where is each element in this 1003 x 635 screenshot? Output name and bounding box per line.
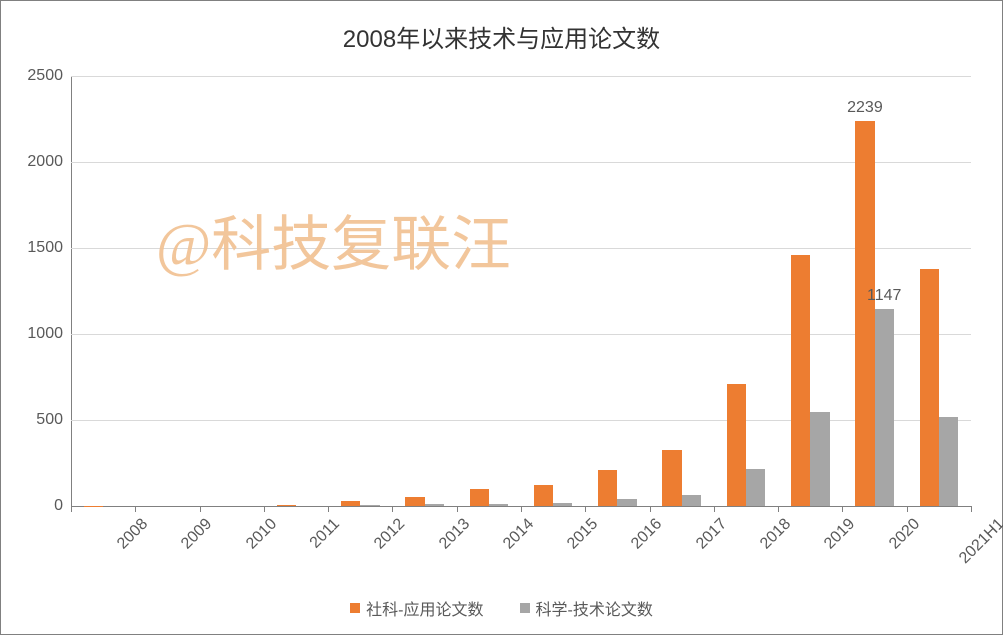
bar [405, 497, 424, 506]
x-tick-label: 2017 [693, 514, 732, 553]
x-tick-label: 2018 [757, 514, 796, 553]
legend-label: 社科-应用论文数 [366, 602, 483, 619]
x-tick [521, 506, 522, 512]
x-tick [264, 506, 265, 512]
bar [489, 504, 508, 506]
x-tick [135, 506, 136, 512]
bar [470, 489, 489, 506]
x-tick [778, 506, 779, 512]
bar [598, 470, 617, 506]
legend: 社科-应用论文数 科学-技术论文数 [1, 596, 1002, 620]
bar [875, 309, 894, 506]
legend-item: 科学-技术论文数 [520, 596, 653, 620]
y-tick-label: 1000 [27, 325, 71, 343]
bar [791, 255, 810, 506]
y-tick-label: 0 [54, 497, 71, 515]
bar [810, 412, 829, 506]
y-tick-label: 1500 [27, 239, 71, 257]
x-tick [71, 506, 72, 512]
x-tick-label: 2013 [436, 514, 475, 553]
y-tick-label: 500 [36, 411, 71, 429]
bar [360, 505, 379, 506]
bar [855, 121, 874, 506]
x-tick [842, 506, 843, 512]
y-tick-label: 2000 [27, 153, 71, 171]
chart-title: 2008年以来技术与应用论文数 [1, 1, 1002, 54]
bar [617, 499, 636, 506]
x-tick-label: 2016 [628, 514, 667, 553]
x-tick-label: 2012 [371, 514, 410, 553]
x-tick [392, 506, 393, 512]
data-label: 1147 [867, 287, 901, 305]
bar [662, 450, 681, 506]
x-tick [714, 506, 715, 512]
x-tick [907, 506, 908, 512]
y-tick-label: 2500 [27, 67, 71, 85]
legend-swatch [350, 603, 360, 613]
bars-layer [71, 76, 971, 506]
bar [939, 417, 958, 506]
bar [425, 504, 444, 506]
x-tick [200, 506, 201, 512]
legend-label: 科学-技术论文数 [536, 602, 653, 619]
x-tick-label: 2009 [178, 514, 217, 553]
bar [746, 469, 765, 506]
data-label: 2239 [847, 99, 883, 117]
x-tick [650, 506, 651, 512]
legend-swatch [520, 603, 530, 613]
legend-item: 社科-应用论文数 [350, 596, 483, 620]
x-tick [328, 506, 329, 512]
x-tick-label: 2011 [307, 514, 345, 552]
x-tick [971, 506, 972, 512]
bar [553, 503, 572, 506]
chart-container: 2008年以来技术与应用论文数 050010001500200025002008… [0, 0, 1003, 635]
bar [341, 501, 360, 506]
plot-area: 0500100015002000250020082009201020112012… [71, 76, 971, 506]
x-tick-label: 2010 [243, 514, 282, 553]
bar [277, 505, 296, 506]
bar [682, 495, 701, 506]
x-tick-label: 2014 [500, 514, 539, 553]
x-tick-label: 2015 [564, 514, 603, 553]
bar [920, 269, 939, 506]
x-tick-label: 2020 [886, 514, 925, 553]
x-tick [585, 506, 586, 512]
x-tick [457, 506, 458, 512]
bar [727, 384, 746, 506]
bar [534, 485, 553, 507]
x-tick-label: 2008 [114, 514, 153, 553]
x-tick-label: 2021H1 [956, 514, 1003, 568]
x-tick-label: 2019 [821, 514, 860, 553]
